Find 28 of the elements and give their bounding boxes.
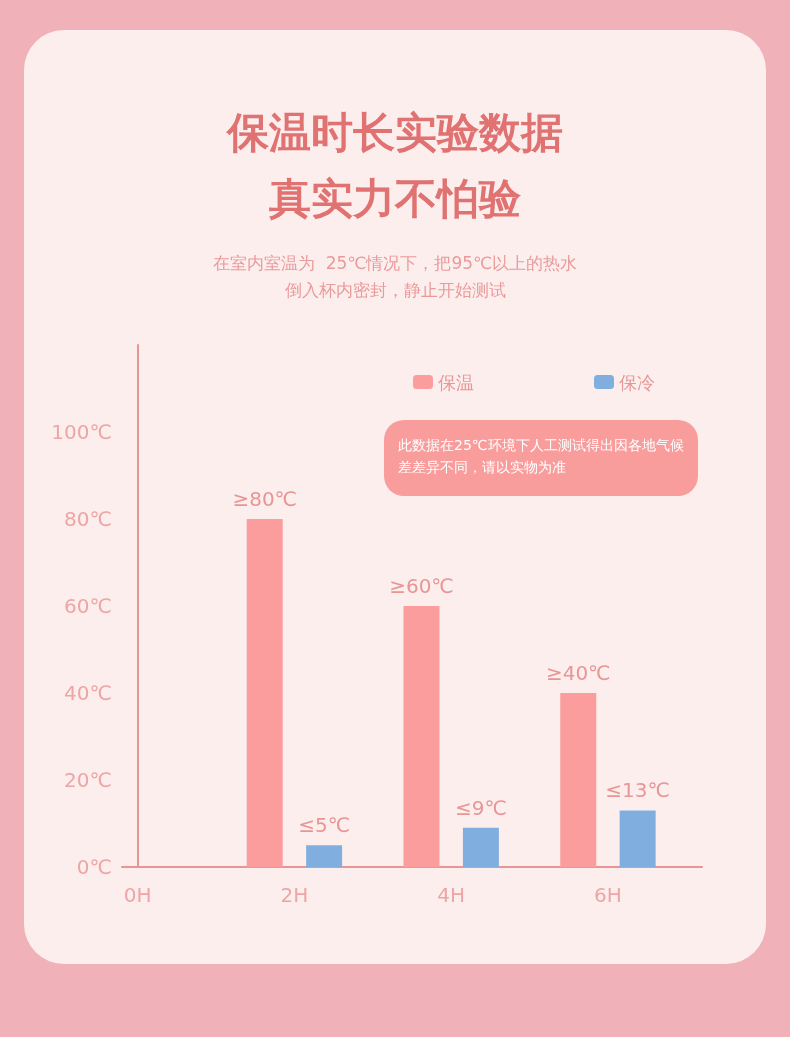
x-tick-label: 0H bbox=[123, 883, 152, 907]
x-tick-label: 2H bbox=[280, 883, 309, 907]
y-tick-label: 100℃ bbox=[51, 420, 112, 444]
chart-title: 保温时长实验数据真实力不怕验 bbox=[225, 107, 564, 225]
x-tick-label: 6H bbox=[594, 883, 622, 907]
y-tick-label: 80℃ bbox=[64, 507, 112, 531]
y-tick-label: 40℃ bbox=[64, 681, 112, 705]
legend-label: 保冷 bbox=[619, 371, 655, 393]
data-label: ≤9℃ bbox=[454, 795, 507, 820]
note-card: 此数据在25℃环境下人工测试得出因各地气候差差异不同，请以实物为准 bbox=[384, 420, 698, 496]
annotation: 此数据在25℃环境下人工测试得出因各地气候差差异不同，请以实物为准 bbox=[398, 436, 684, 477]
x-tick-label: 4H bbox=[437, 883, 466, 907]
bar bbox=[306, 845, 343, 867]
data-label: ≤13℃ bbox=[605, 778, 670, 803]
legend-label: 保温 bbox=[438, 371, 474, 393]
data-label: ≥40℃ bbox=[545, 661, 611, 685]
data-label: ≤5℃ bbox=[298, 813, 351, 838]
chart-subtitle: 在室内室温为 25℃情况下，把95℃以上的热水倒入杯内密封，静止开始测试 bbox=[211, 252, 579, 302]
y-tick-label: 20℃ bbox=[64, 768, 112, 792]
data-label: ≥60℃ bbox=[389, 574, 454, 598]
bar bbox=[560, 693, 597, 867]
bar bbox=[619, 810, 656, 867]
y-tick-label: 0℃ bbox=[76, 855, 112, 879]
bar bbox=[462, 827, 499, 867]
bar bbox=[403, 606, 440, 867]
data-label: ≥80℃ bbox=[232, 487, 298, 511]
bar bbox=[246, 519, 283, 867]
y-tick-label: 60℃ bbox=[64, 594, 112, 618]
